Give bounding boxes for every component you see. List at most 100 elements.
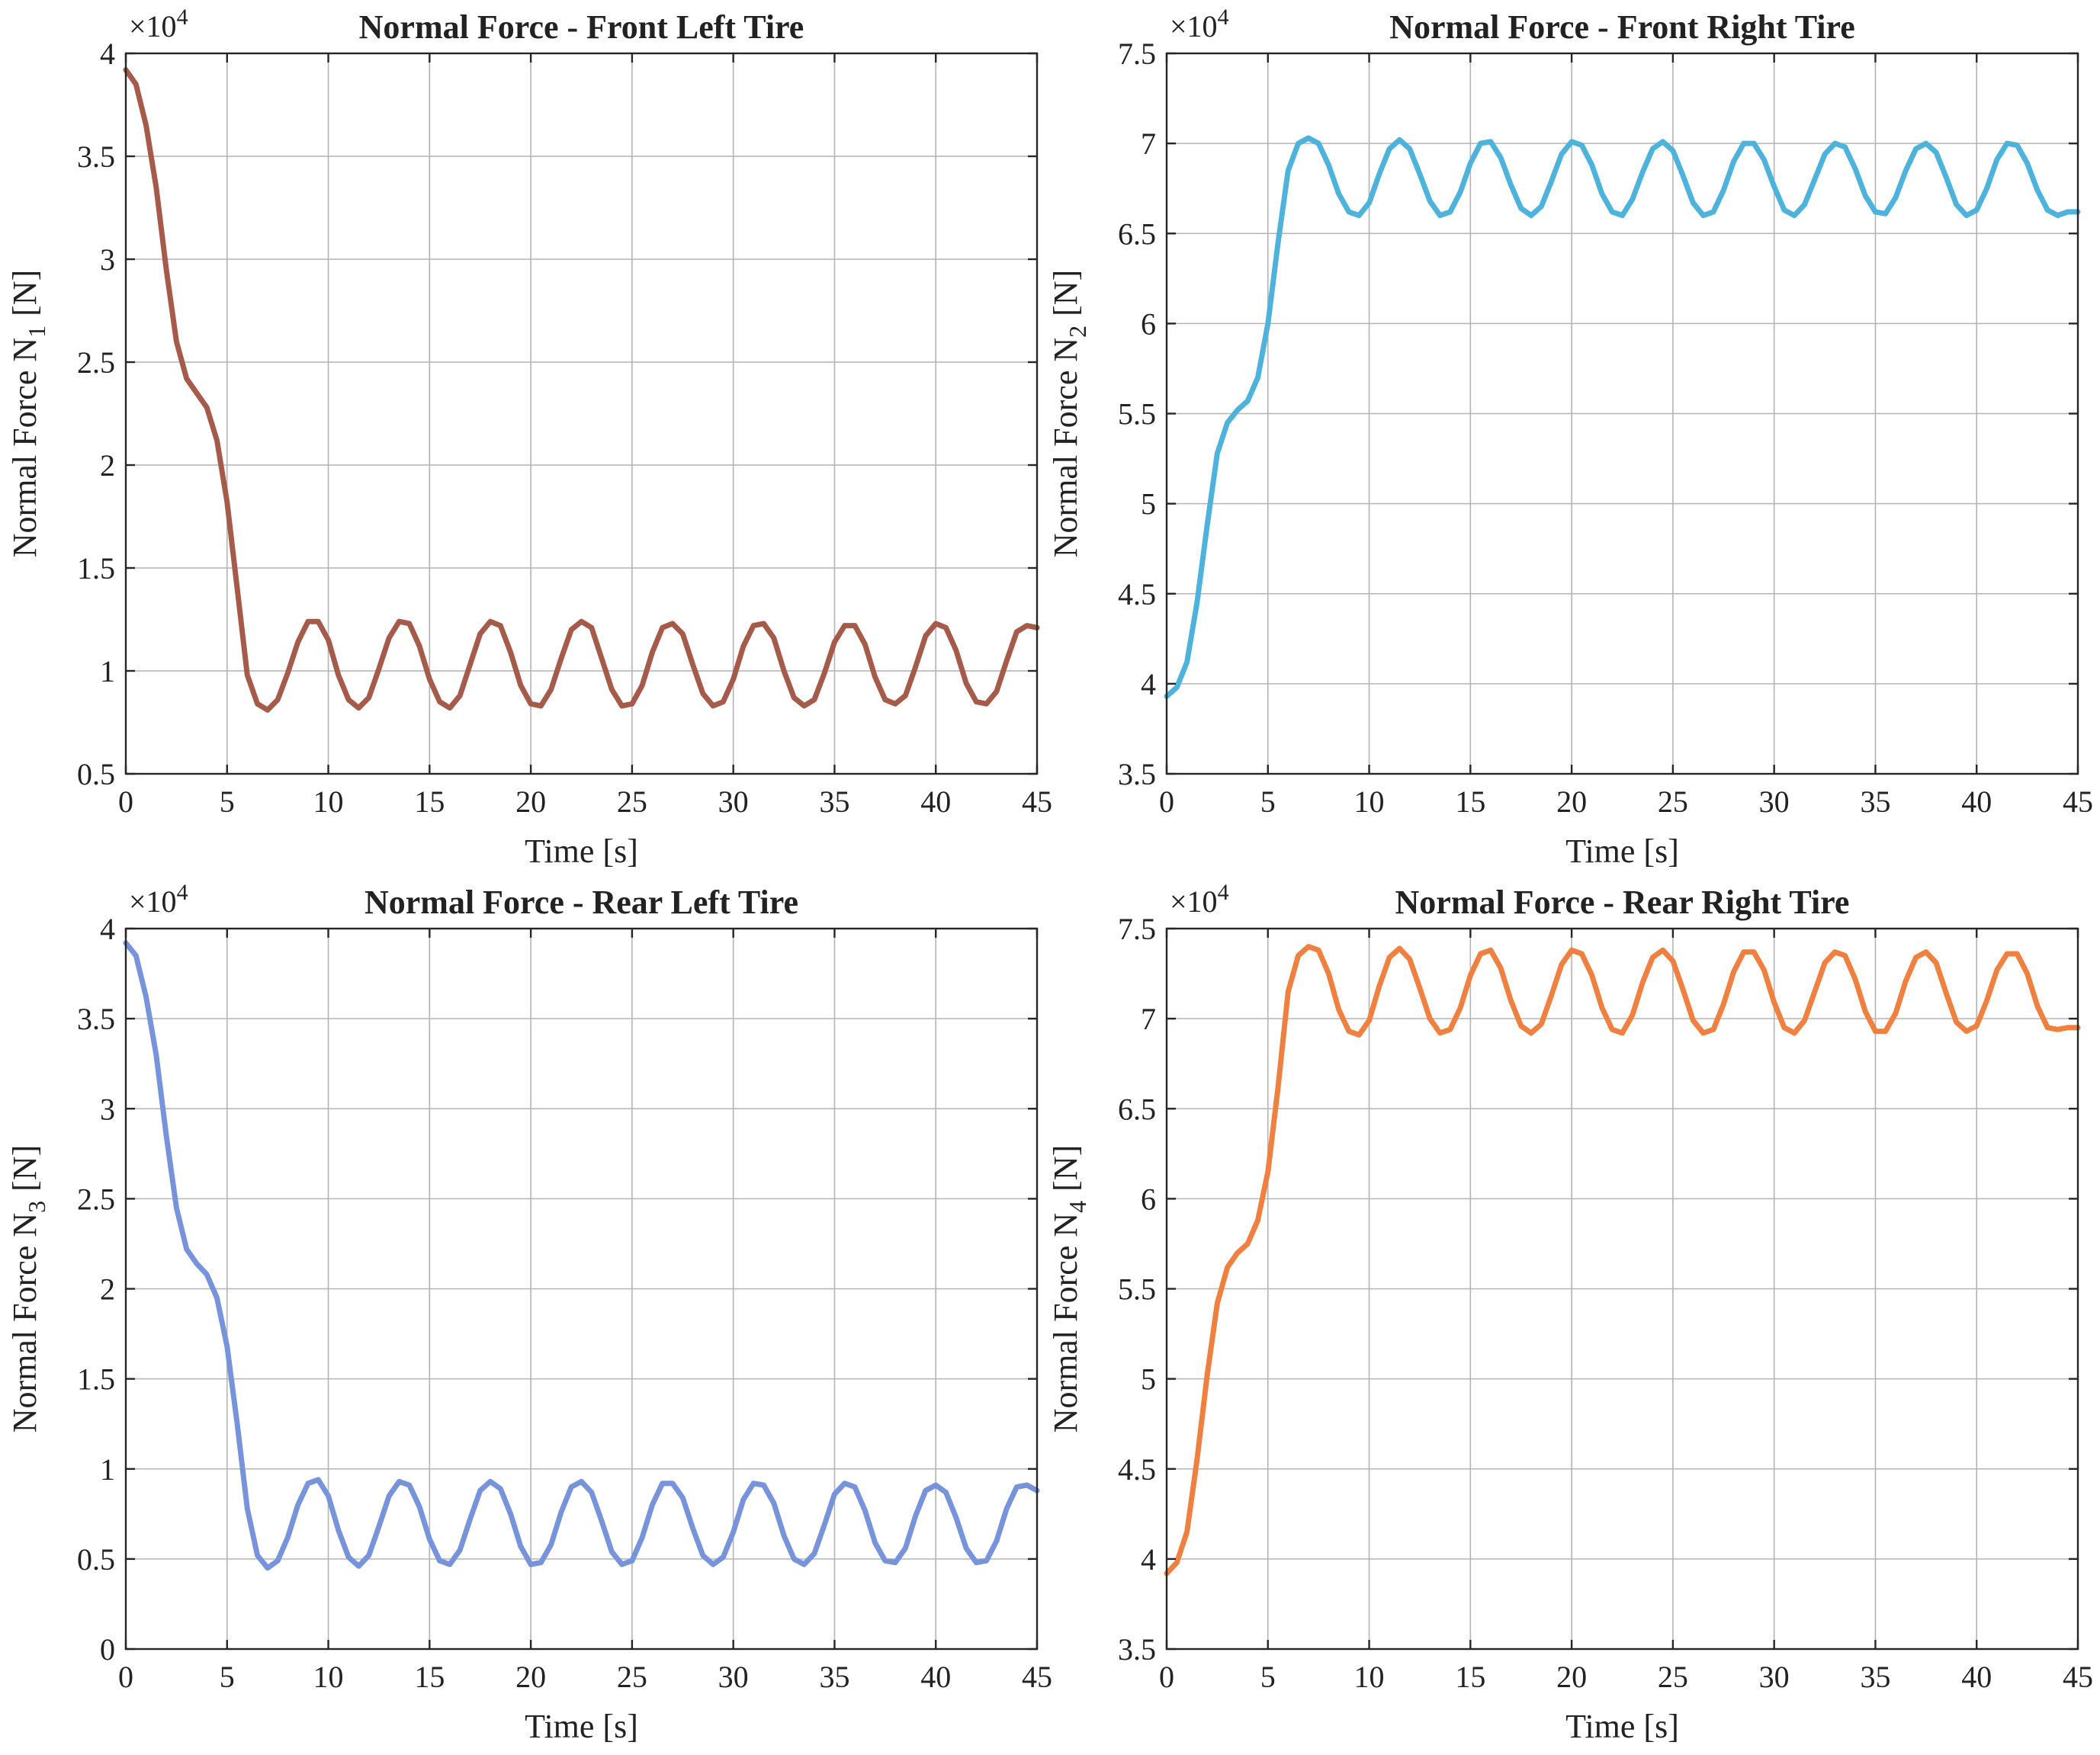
y-tick-label: 3.5 bbox=[1118, 757, 1156, 791]
series-line-N1 bbox=[123, 67, 1040, 713]
y-tick-label: 5 bbox=[1141, 487, 1156, 521]
x-tick-label: 15 bbox=[414, 784, 445, 819]
y-axis-label-subscript: 2 bbox=[1064, 326, 1091, 338]
x-tick-label: 25 bbox=[1658, 784, 1688, 819]
y-axis-label: Normal Force N1 [N] bbox=[6, 270, 50, 557]
x-tick-label: 0 bbox=[118, 1660, 133, 1694]
x-tick-label: 5 bbox=[1260, 1660, 1276, 1694]
y-tick-label: 0.5 bbox=[77, 1542, 115, 1577]
x-tick-label: 45 bbox=[2063, 784, 2093, 819]
x-tick-label: 45 bbox=[1022, 784, 1052, 819]
x-axis-label: Time [s] bbox=[1565, 1708, 1679, 1745]
x-tick-label: 30 bbox=[1759, 784, 1790, 819]
x-tick-label: 45 bbox=[1022, 1660, 1052, 1694]
x-tick-label: 40 bbox=[1961, 784, 1992, 819]
y-tick-label: 3 bbox=[100, 242, 115, 277]
x-tick-label: 25 bbox=[1658, 1660, 1688, 1694]
x-tick-label: 10 bbox=[1354, 784, 1385, 819]
chart-title: Normal Force - Front Left Tire bbox=[359, 8, 804, 46]
axis-exponent: ×104 bbox=[1170, 880, 1229, 919]
x-tick-label: 5 bbox=[220, 1660, 235, 1694]
x-tick-label: 20 bbox=[515, 784, 546, 819]
axis-exponent: ×104 bbox=[129, 880, 188, 919]
series-line-N4 bbox=[1164, 944, 2081, 1577]
y-axis-label: Normal Force N3 [N] bbox=[6, 1145, 50, 1433]
y-tick-label: 1.5 bbox=[77, 551, 115, 586]
y-tick-label: 6.5 bbox=[1118, 217, 1156, 251]
y-axis-label-main: Normal Force N bbox=[6, 1213, 43, 1433]
x-tick-label: 20 bbox=[1556, 1660, 1587, 1694]
x-tick-label: 30 bbox=[718, 784, 749, 819]
chart-panel-2: 0 5 10 15 20 25 30 35 40 45 3.5 4 4.5 5 5.5 6 6.5 7 7.5 Nor… bbox=[1047, 5, 2093, 870]
y-tick-label: 3.5 bbox=[77, 1002, 115, 1036]
axis-exponent-power: 4 bbox=[1218, 5, 1229, 30]
y-tick-label: 3.5 bbox=[77, 140, 115, 174]
chart-title: Normal Force - Rear Left Tire bbox=[364, 884, 798, 921]
series-line-N3 bbox=[123, 940, 1040, 1571]
x-tick-label: 20 bbox=[515, 1660, 546, 1694]
grid bbox=[1167, 929, 2078, 1649]
y-tick-label: 3.5 bbox=[1118, 1632, 1156, 1667]
axis-exponent-base: ×10 bbox=[129, 9, 177, 43]
axis-exponent-power: 4 bbox=[177, 880, 188, 905]
y-tick-label: 7.5 bbox=[1118, 37, 1156, 71]
y-tick-label: 2.5 bbox=[77, 345, 115, 380]
y-tick-label: 4 bbox=[100, 912, 115, 946]
plot-area bbox=[126, 53, 1037, 774]
axis-exponent: ×104 bbox=[1170, 5, 1229, 43]
y-axis-label-subscript: 4 bbox=[1064, 1201, 1091, 1213]
x-axis-label: Time [s] bbox=[1565, 833, 1679, 870]
y-tick-label: 2.5 bbox=[77, 1182, 115, 1216]
x-tick-label: 40 bbox=[1961, 1660, 1992, 1694]
x-tick-label: 20 bbox=[1556, 784, 1587, 819]
x-tick-label: 15 bbox=[1455, 1660, 1485, 1694]
axis-exponent-power: 4 bbox=[1218, 880, 1229, 905]
y-axis-label-unit: [N] bbox=[1047, 270, 1084, 316]
axis-exponent-base: ×10 bbox=[129, 884, 177, 919]
y-axis-label-subscript: 3 bbox=[23, 1201, 50, 1213]
y-axis-label-unit: [N] bbox=[6, 270, 43, 316]
grid bbox=[126, 53, 1037, 774]
y-tick-label: 6.5 bbox=[1118, 1092, 1156, 1126]
x-tick-label: 10 bbox=[313, 1660, 344, 1694]
x-tick-label: 5 bbox=[1260, 784, 1276, 819]
x-tick-label: 0 bbox=[1159, 784, 1174, 819]
y-tick-label: 6 bbox=[1141, 1182, 1156, 1216]
chart-panel-3: 0 5 10 15 20 25 30 35 40 45 0 0.5 1 1.5 2 2.5 3 3.5 4 Norma… bbox=[6, 880, 1052, 1745]
x-tick-label: 40 bbox=[920, 784, 951, 819]
y-axis-label-main: Normal Force N bbox=[1047, 338, 1084, 557]
axis-exponent: ×104 bbox=[129, 5, 188, 43]
y-tick-label: 2 bbox=[100, 1272, 115, 1307]
axis-exponent-base: ×10 bbox=[1170, 9, 1218, 43]
x-tick-label: 0 bbox=[118, 784, 133, 819]
x-tick-label: 0 bbox=[1159, 1660, 1174, 1694]
y-tick-label: 4.5 bbox=[1118, 1452, 1156, 1487]
y-tick-label: 2 bbox=[100, 448, 115, 483]
x-tick-label: 40 bbox=[920, 1660, 951, 1694]
x-tick-label: 15 bbox=[414, 1660, 445, 1694]
y-tick-label: 4 bbox=[100, 37, 115, 71]
axes-frame bbox=[124, 52, 1039, 775]
x-axis-label: Time [s] bbox=[525, 1708, 638, 1745]
y-tick-label: 4.5 bbox=[1118, 577, 1156, 611]
y-tick-label: 7.5 bbox=[1118, 912, 1156, 946]
x-tick-label: 10 bbox=[1354, 1660, 1385, 1694]
x-tick-label: 35 bbox=[819, 1660, 849, 1694]
y-tick-label: 7 bbox=[1141, 1002, 1156, 1036]
y-tick-label: 3 bbox=[100, 1092, 115, 1126]
axis-exponent-base: ×10 bbox=[1170, 884, 1218, 919]
y-tick-label: 1 bbox=[100, 1452, 115, 1487]
y-tick-label: 4 bbox=[1141, 1542, 1156, 1577]
y-tick-label: 1.5 bbox=[77, 1362, 115, 1397]
x-axis-label: Time [s] bbox=[525, 833, 638, 870]
y-axis-label-main: Normal Force N bbox=[1047, 1213, 1084, 1433]
y-tick-label: 5 bbox=[1141, 1362, 1156, 1397]
y-tick-label: 4 bbox=[1141, 667, 1156, 701]
y-axis-label-unit: [N] bbox=[1047, 1145, 1084, 1192]
x-tick-label: 45 bbox=[2063, 1660, 2093, 1694]
x-tick-label: 10 bbox=[313, 784, 344, 819]
y-tick-label: 0 bbox=[100, 1632, 115, 1667]
axis-exponent-power: 4 bbox=[177, 5, 188, 30]
x-tick-label: 35 bbox=[819, 784, 849, 819]
